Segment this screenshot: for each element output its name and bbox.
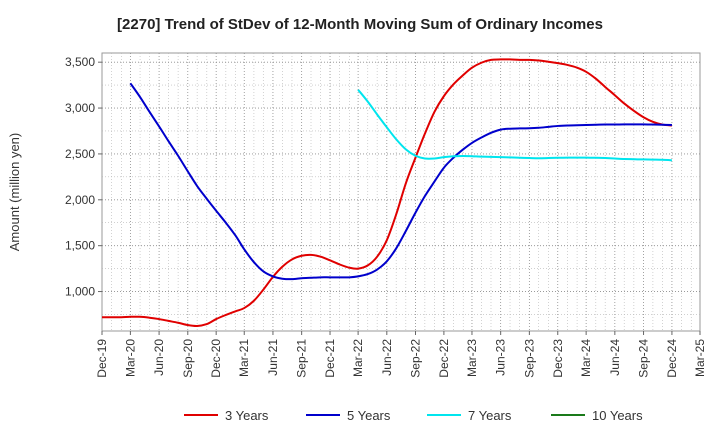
x-tick-label: Sep-22 — [409, 339, 423, 378]
legend-label: 5 Years — [347, 408, 391, 423]
grid — [102, 53, 700, 331]
y-axis-title: Amount (million yen) — [7, 133, 22, 252]
series-line-7-years — [357, 89, 672, 162]
plot-area — [101, 52, 701, 332]
x-tick-label: Mar-21 — [237, 339, 251, 377]
x-tick-label: Sep-24 — [637, 339, 651, 378]
x-tick-label: Jun-21 — [266, 339, 280, 376]
x-tick-label: Sep-20 — [181, 339, 195, 378]
x-tick-label: Mar-23 — [465, 339, 479, 377]
y-tick-label: 3,000 — [65, 101, 95, 115]
y-tick-label: 1,500 — [65, 239, 95, 253]
y-tick-label: 3,500 — [65, 55, 95, 69]
x-tick-label: Jun-20 — [152, 339, 166, 376]
chart-title: [2270] Trend of StDev of 12-Month Moving… — [117, 16, 603, 33]
x-tick-label: Jun-24 — [608, 339, 622, 376]
legend-label: 10 Years — [592, 408, 643, 423]
x-tick-label: Mar-22 — [351, 339, 365, 377]
x-tick-label: Mar-20 — [123, 339, 137, 377]
x-tick-label: Dec-20 — [209, 339, 223, 378]
y-tick-label: 2,000 — [65, 193, 95, 207]
legend-label: 7 Years — [468, 408, 512, 423]
legend-label: 3 Years — [225, 408, 269, 423]
x-tick-label: Mar-25 — [693, 339, 707, 377]
x-tick-label: Dec-23 — [551, 339, 565, 378]
legend: 3 Years 5 Years 7 Years 10 Years — [184, 408, 643, 423]
x-tick-label: Dec-24 — [665, 339, 679, 378]
y-tick-label: 1,000 — [65, 285, 95, 299]
x-tick-label: Sep-23 — [522, 339, 536, 378]
x-tick-label: Dec-21 — [323, 339, 337, 378]
x-tick-label: Jun-23 — [494, 339, 508, 376]
x-tick-label: Dec-22 — [437, 339, 451, 378]
series-layer — [102, 58, 673, 327]
y-tick-label: 2,500 — [65, 147, 95, 161]
x-tick-label: Dec-19 — [95, 339, 109, 378]
axis-layer: Dec-19 Mar-20 Jun-20 Sep-20 Dec-20 Mar-21 Jun-… — [65, 55, 707, 378]
series-line-3-years — [102, 58, 673, 327]
x-tick-label: Mar-24 — [579, 339, 593, 377]
x-tick-label: Sep-21 — [295, 339, 309, 378]
series-line-5-years — [129, 82, 672, 281]
x-tick-label: Jun-22 — [380, 339, 394, 376]
